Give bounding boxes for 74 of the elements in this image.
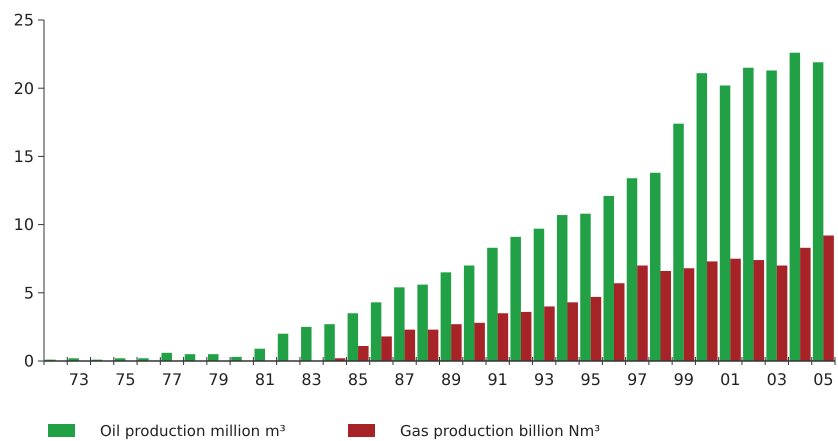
x-tick-label: 03 [766,370,788,389]
bar [451,324,462,361]
bar [278,334,288,361]
bar [440,272,452,361]
legend-label: Oil production million m³ [100,422,286,440]
bar [660,270,672,361]
x-tick-label: 89 [440,370,462,389]
x-tick-label: 93 [534,370,554,389]
bar [626,178,638,361]
x-tick-label: 01 [720,370,740,389]
bar [498,313,508,361]
bar [394,287,405,361]
y-tick-label: 10 [14,215,34,234]
bar [534,228,544,361]
bar [580,214,591,361]
bar [800,248,811,361]
bar [603,196,614,361]
x-tick-label: 05 [813,370,834,389]
bar [720,85,730,361]
bar [474,322,485,361]
bar [614,283,624,361]
bar [544,306,555,361]
bar [161,352,172,361]
x-tick-label: 73 [68,370,90,389]
bar [812,62,824,361]
bar [404,330,416,361]
x-tick-label: 77 [162,370,182,389]
bar [730,258,741,361]
bar [417,284,428,361]
x-tick-label: 99 [674,370,694,389]
x-tick-label: 91 [487,370,508,389]
bar [184,354,196,361]
x-tick-label: 79 [208,370,229,389]
bar [301,326,312,361]
bar [358,346,369,361]
bar [637,266,648,361]
bar [790,52,800,361]
x-tick-label: 81 [254,370,276,389]
bar [348,313,358,361]
x-tick-label: 85 [348,370,368,389]
y-tick-label: 25 [14,10,34,30]
y-tick-label: 20 [14,78,34,98]
y-tick-label: 5 [24,283,34,302]
bar [254,348,266,361]
bar [520,312,532,361]
x-tick-label: 83 [301,370,322,389]
bar [823,236,834,361]
bar [684,268,694,361]
bar [428,330,438,361]
bar [650,172,661,361]
bar [208,354,218,361]
bar [696,73,708,361]
bar [743,68,754,361]
bar [324,324,335,361]
legend-label: Gas production billion Nm³ [400,422,600,440]
x-tick-label: 75 [115,370,136,389]
y-tick-label: 0 [24,352,34,371]
bar [487,248,498,361]
bar [556,215,568,361]
x-tick-label: 87 [394,370,415,389]
y-tick-label: 15 [14,147,34,166]
bar [673,124,684,361]
bar [776,266,788,361]
x-tick-label: 95 [580,370,601,389]
bar [464,266,474,361]
bar [510,236,521,361]
x-tick-label: 97 [627,370,648,389]
bar [381,336,392,361]
bar [707,261,718,361]
bar [754,260,764,361]
bar [370,302,382,361]
bar [766,70,777,361]
bar [567,302,578,361]
bar [590,296,602,361]
